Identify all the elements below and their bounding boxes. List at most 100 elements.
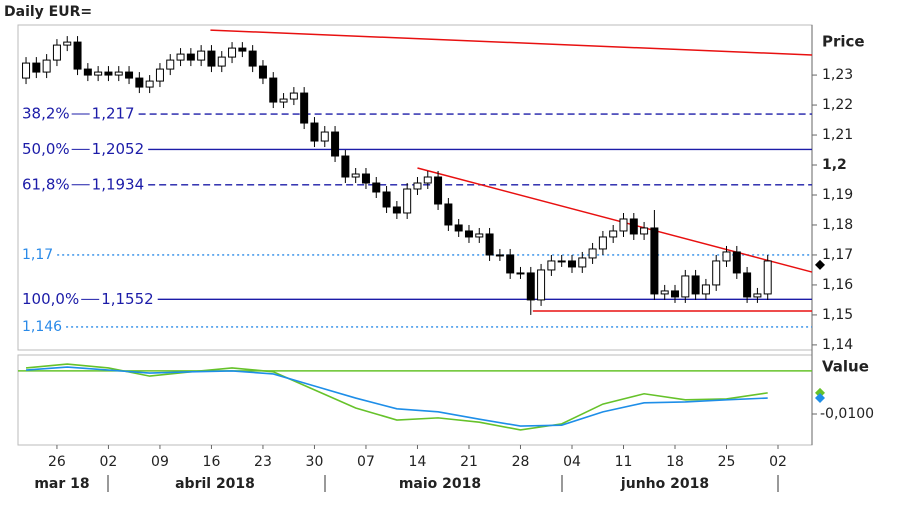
- level-value-label: 1,1552: [101, 290, 154, 308]
- candle-body: [207, 50, 216, 67]
- candle-body: [104, 71, 113, 76]
- y-tick-label: 1,14: [822, 337, 853, 353]
- candle-body: [269, 77, 278, 103]
- x-tick-label: 09: [151, 454, 169, 470]
- candle-body: [444, 203, 453, 226]
- candle-body: [712, 260, 721, 286]
- candle-body: [640, 227, 649, 235]
- candle-body: [361, 173, 370, 184]
- candle-body: [125, 71, 134, 79]
- candle-body: [52, 44, 61, 61]
- candle-body: [197, 50, 206, 61]
- candle-body: [526, 272, 535, 301]
- candle-body: [63, 41, 72, 46]
- x-tick-label: 07: [357, 454, 375, 470]
- candle-body: [670, 290, 679, 298]
- y-tick-label: 1,15: [822, 307, 853, 323]
- candle-body: [135, 77, 144, 88]
- x-tick-label: 16: [203, 454, 221, 470]
- y-tick-label: 1,22: [822, 97, 853, 113]
- candle-body: [258, 65, 267, 79]
- x-tick-label: 02: [100, 454, 118, 470]
- candle-body: [464, 230, 473, 238]
- candle-body: [248, 50, 257, 67]
- y-tick-label: 1,17: [822, 247, 853, 263]
- level-name: 38,2%: [22, 105, 70, 123]
- x-tick-label: 21: [460, 454, 478, 470]
- last-price-marker: [815, 259, 825, 270]
- level-value-label: 1,146: [22, 319, 62, 335]
- candle-body: [413, 182, 422, 190]
- candle-body: [145, 80, 154, 88]
- candle-body: [588, 248, 597, 259]
- x-tick-label: 04: [563, 454, 581, 470]
- y-tick-label: 1,2: [822, 157, 847, 173]
- candle-body: [516, 272, 525, 275]
- level-value-label: 1,217: [92, 105, 135, 123]
- month-label: junho 2018: [620, 476, 709, 492]
- candle-body: [114, 71, 123, 76]
- x-tick-label: 30: [306, 454, 324, 470]
- candle-body: [691, 275, 700, 295]
- trendline: [417, 167, 813, 273]
- x-tick-label: 18: [666, 454, 684, 470]
- level-value-label: 1,17: [22, 247, 53, 263]
- candle-body: [495, 254, 504, 257]
- level-value-label: 1,1934: [92, 175, 145, 193]
- candle-body: [331, 131, 340, 157]
- candle-body: [217, 56, 226, 67]
- x-tick-label: 11: [615, 454, 633, 470]
- y-tick-label: -0,0100: [820, 406, 874, 422]
- candle-body: [279, 98, 288, 103]
- candle-body: [176, 53, 185, 61]
- candle-body: [186, 53, 195, 61]
- candle-body: [547, 260, 556, 271]
- month-label: mar 18: [34, 476, 89, 492]
- candle-body: [485, 233, 494, 256]
- candle-body: [73, 41, 82, 70]
- x-tick-label: 25: [718, 454, 736, 470]
- candle-body: [722, 251, 731, 262]
- candle-body: [650, 227, 659, 295]
- x-tick-label: 26: [48, 454, 66, 470]
- candle-body: [681, 275, 690, 298]
- candle-body: [763, 260, 772, 295]
- y-tick-label: 1,16: [822, 277, 853, 293]
- candle-body: [609, 230, 618, 238]
- candle-body: [155, 68, 164, 82]
- candle-body: [557, 260, 566, 263]
- candle-body: [403, 188, 412, 214]
- candle-body: [660, 290, 669, 295]
- candle-body: [567, 260, 576, 268]
- candle-body: [619, 218, 628, 232]
- month-label: maio 2018: [399, 476, 481, 492]
- trendline: [210, 29, 813, 56]
- candle-body: [598, 236, 607, 250]
- candle-body: [475, 233, 484, 238]
- candle-body: [506, 254, 515, 274]
- x-tick-label: 28: [512, 454, 530, 470]
- candle-body: [578, 257, 587, 268]
- price-axis-label: Price: [822, 33, 865, 51]
- indicator-panel: [17, 354, 813, 446]
- candle-body: [22, 62, 31, 79]
- candle-body: [42, 59, 51, 73]
- level-name: 50,0%: [22, 140, 70, 158]
- candle-body: [372, 182, 381, 193]
- candle-body: [454, 224, 463, 232]
- x-tick-label: 14: [409, 454, 427, 470]
- candle-body: [701, 284, 710, 295]
- candle-body: [537, 269, 546, 301]
- candle-body: [351, 173, 360, 178]
- y-tick-label: 1,21: [822, 127, 853, 143]
- indicator-marker: [815, 387, 825, 398]
- candle-body: [434, 176, 443, 205]
- candle-body: [94, 71, 103, 76]
- candle-body: [320, 131, 329, 142]
- candle-body: [83, 68, 92, 76]
- candle-body: [732, 251, 741, 274]
- candle-body: [382, 191, 391, 208]
- indicator-marker: [815, 393, 825, 404]
